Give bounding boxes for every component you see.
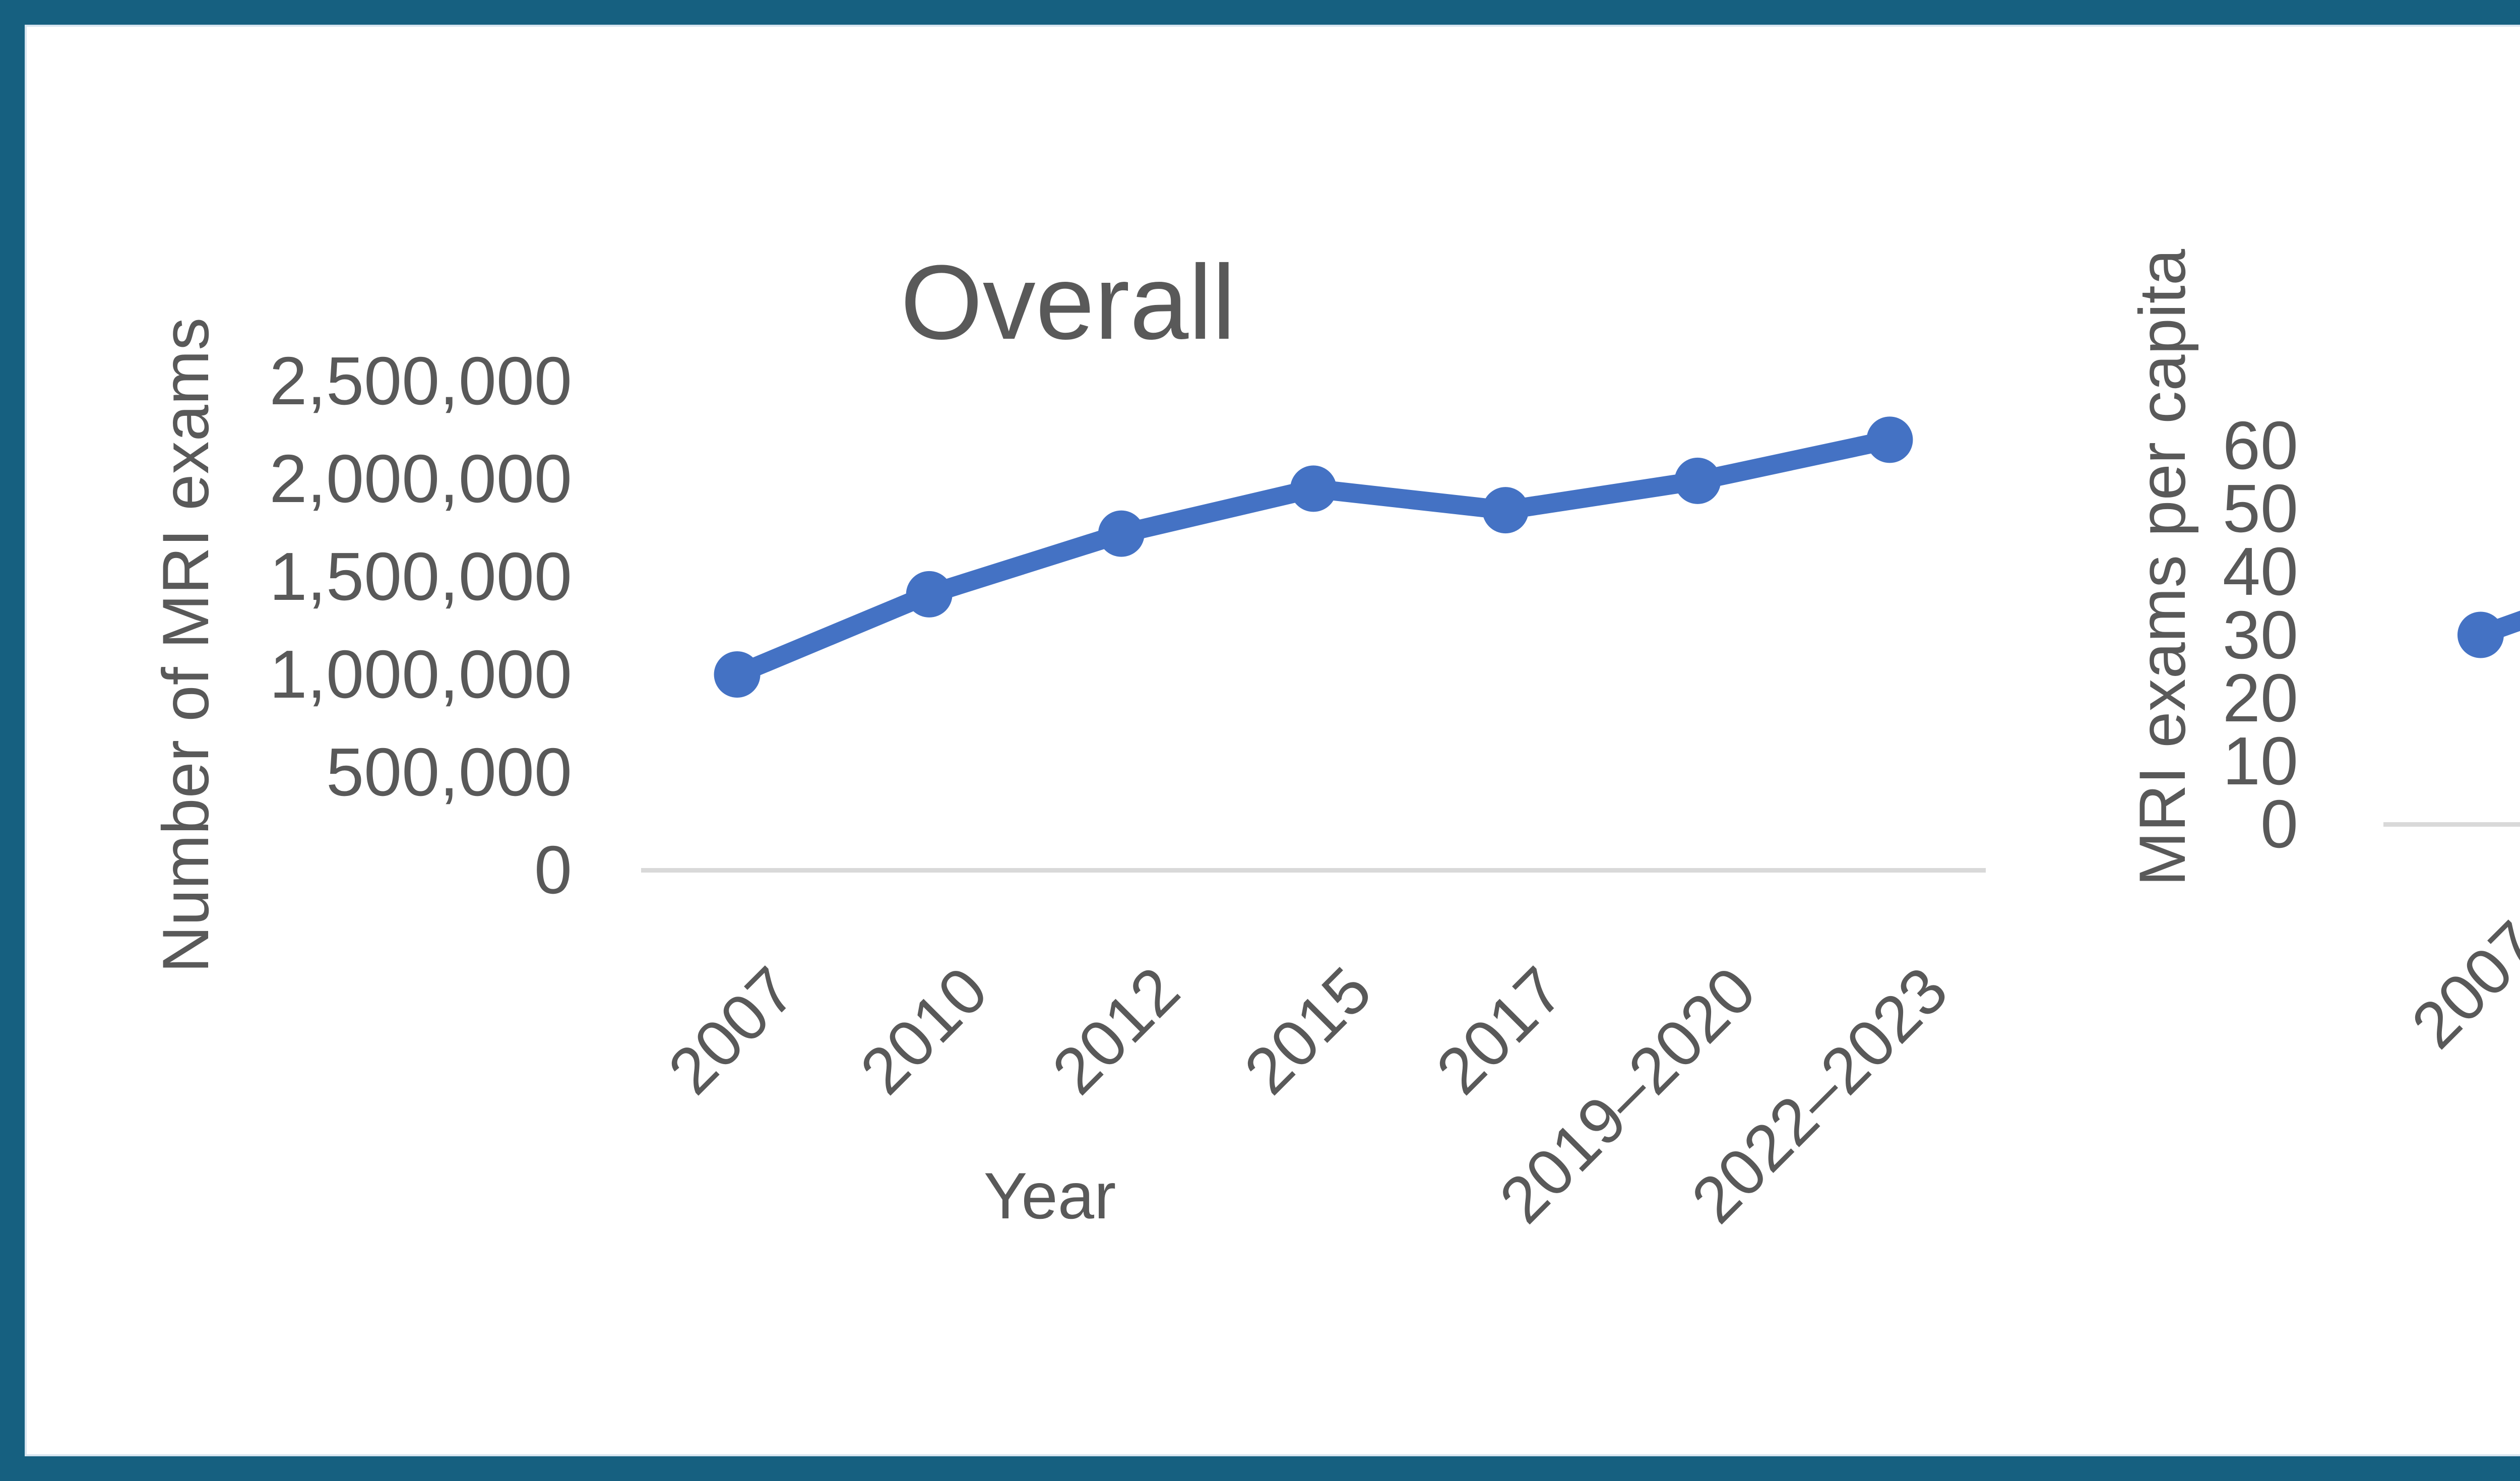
charts-canvas bbox=[25, 25, 2520, 1456]
y-tick-label: 2,000,000 bbox=[269, 441, 572, 517]
y-tick-label: 500,000 bbox=[326, 734, 572, 810]
y-tick-label: 30 bbox=[2222, 596, 2298, 673]
y-tick-label: 1,000,000 bbox=[269, 636, 572, 712]
x-axis-line-per-capita bbox=[2383, 822, 2520, 827]
x-axis-title-overall: Year bbox=[983, 1159, 1116, 1232]
y-tick-label: 60 bbox=[2222, 407, 2298, 483]
y-tick-label: 20 bbox=[2222, 659, 2298, 736]
chart-title-overall: Overall bbox=[900, 243, 1236, 361]
y-tick-label: 0 bbox=[534, 832, 572, 908]
y-tick-label: 10 bbox=[2222, 722, 2298, 799]
y-tick-label: 1,500,000 bbox=[269, 538, 572, 614]
y-tick-label: 2,500,000 bbox=[269, 343, 572, 419]
y-tick-label: 0 bbox=[2260, 786, 2298, 862]
y-tick-label: 50 bbox=[2222, 470, 2298, 547]
x-axis-line-overall bbox=[641, 868, 1986, 873]
y-tick-label: 40 bbox=[2222, 533, 2298, 610]
